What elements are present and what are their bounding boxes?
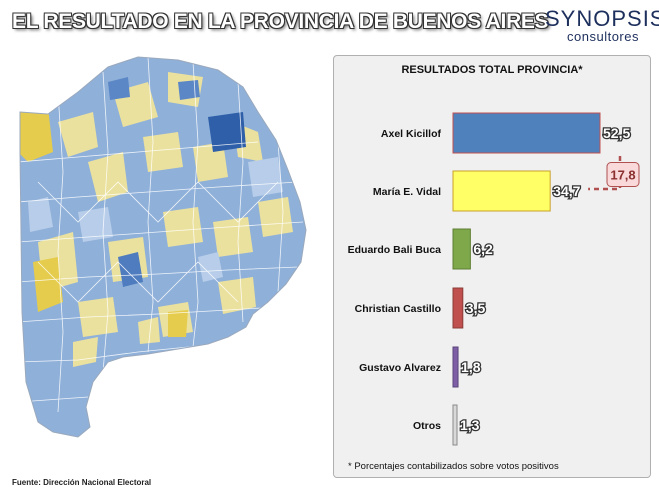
logo-sub-text: consultores	[567, 29, 639, 44]
value-label: 1,3	[460, 417, 480, 433]
bar	[452, 170, 551, 212]
page-title: EL RESULTADO EN LA PROVINCIA DE BUENOS A…	[12, 10, 549, 33]
value-label: 1,8	[461, 359, 481, 375]
difference-label: 17,8	[610, 168, 635, 183]
value-label: 6,2	[473, 241, 493, 257]
logo-main-text: SYNOPSIS	[545, 6, 659, 31]
value-label: 3,5	[466, 300, 486, 316]
difference-box	[606, 162, 640, 187]
chart-title: RESULTADOS TOTAL PROVINCIA*	[401, 64, 583, 76]
results-chart: Axel Kicillof 52,5 María E. Vidal 34,7 Eduar…	[348, 112, 640, 446]
bar	[452, 287, 464, 329]
value-label: 34,7	[553, 183, 580, 199]
bar	[452, 228, 471, 270]
category-label: Gustavo Alvarez	[359, 362, 441, 374]
province-map-svg	[19, 56, 307, 438]
source-note: Fuente: Dirección Nacional Electoral	[12, 478, 152, 487]
synopsis-logo: SYNOPSIS consultores	[545, 6, 659, 44]
chart-footnote: * Porcentajes contabilizados sobre votos…	[348, 461, 559, 472]
bar	[452, 404, 458, 446]
bar	[452, 346, 459, 388]
category-label: Christian Castillo	[355, 303, 441, 315]
category-label: Axel Kicillof	[381, 128, 442, 140]
category-label: Eduardo Bali Buca	[348, 244, 442, 256]
category-label: María E. Vidal	[373, 186, 441, 198]
category-label: Otros	[413, 420, 441, 432]
province-map	[18, 52, 308, 472]
bar	[452, 112, 601, 154]
value-label: 52,5	[603, 125, 630, 141]
results-panel: RESULTADOS TOTAL PROVINCIA* Axel Kicillo…	[333, 55, 651, 478]
